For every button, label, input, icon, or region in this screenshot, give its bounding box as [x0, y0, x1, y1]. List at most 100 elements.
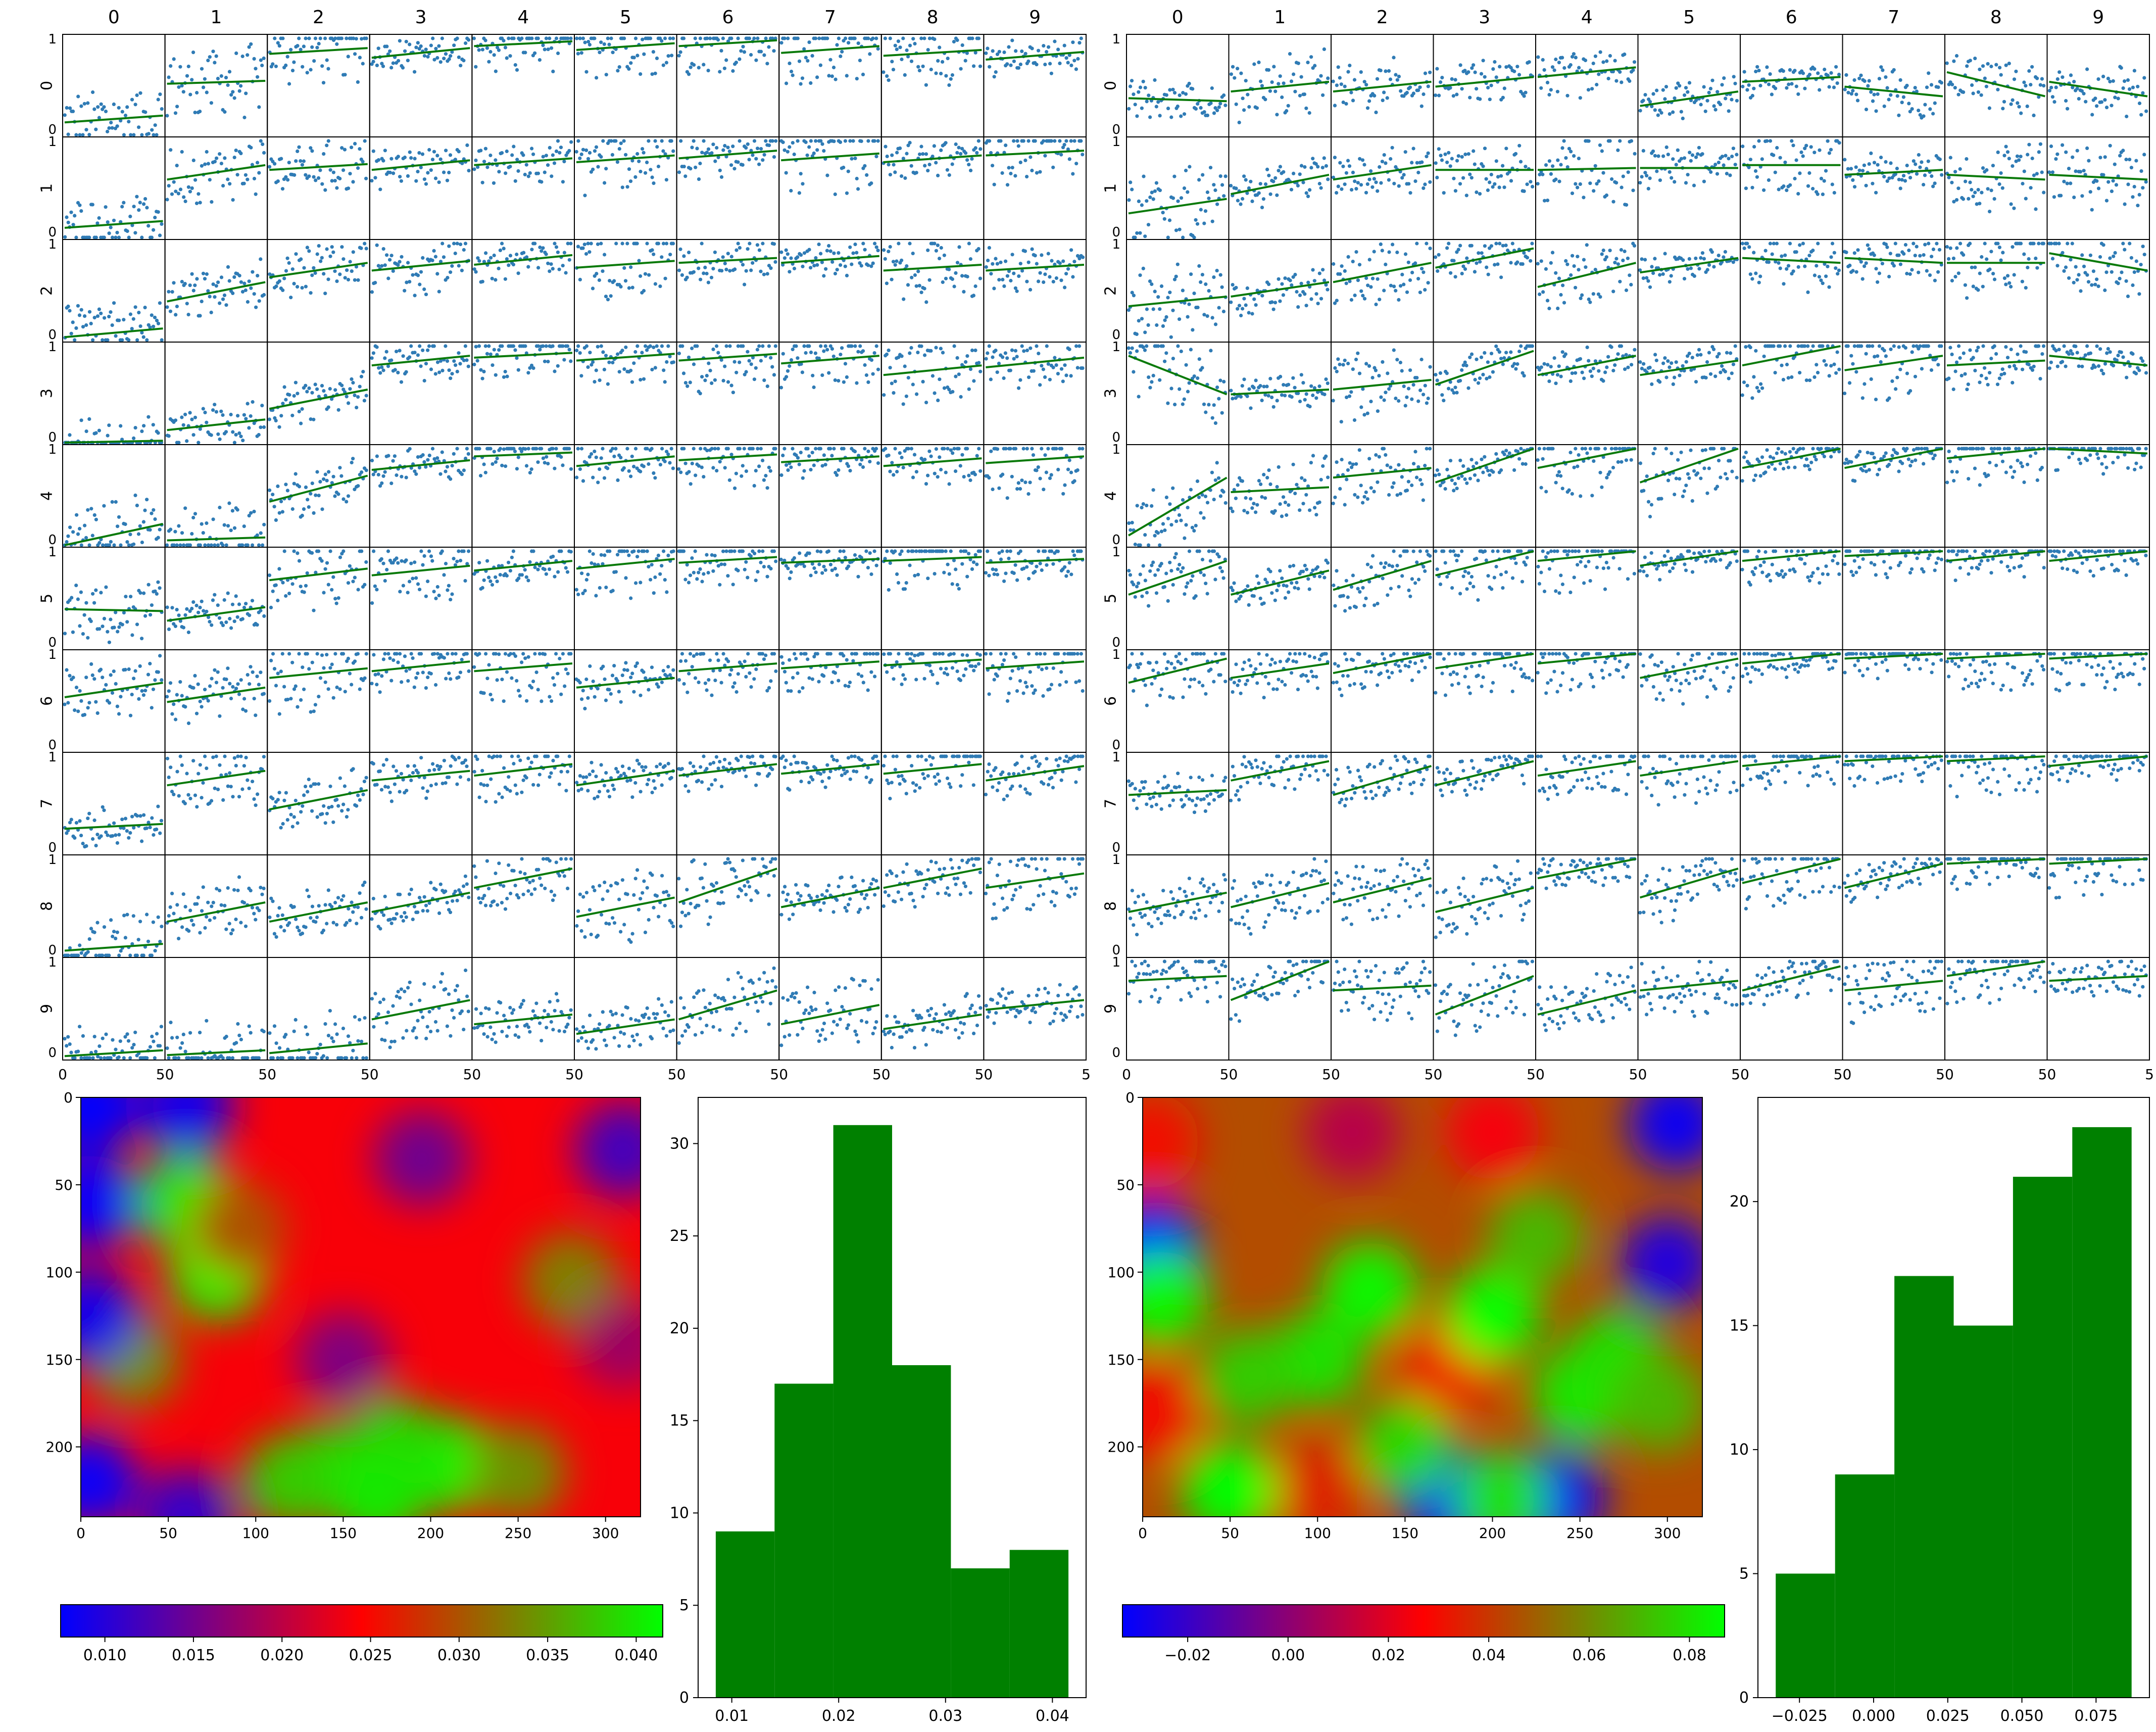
- scatter-point: [614, 570, 618, 574]
- scatter-point: [576, 344, 580, 348]
- scatter-point: [1030, 684, 1034, 688]
- scatter-point: [507, 36, 511, 40]
- scatter-point: [733, 267, 737, 271]
- scatter-point: [642, 464, 646, 468]
- scatter-point: [975, 151, 979, 155]
- scatter-point: [781, 453, 785, 458]
- scatter-point: [569, 467, 573, 471]
- scatter-point: [1069, 572, 1073, 576]
- scatter-point: [853, 156, 857, 160]
- scatter-point: [94, 700, 98, 704]
- scatter-point: [133, 493, 137, 498]
- scatter-point: [1008, 447, 1012, 451]
- scatter-point: [540, 447, 544, 451]
- scatter-point: [404, 558, 408, 562]
- scatter-point: [71, 320, 75, 324]
- scatter-point: [221, 798, 225, 802]
- scatter-point: [930, 374, 935, 378]
- column-header-label: 9: [1029, 7, 1041, 28]
- scatter-point: [639, 469, 643, 473]
- scatter-point: [984, 357, 988, 361]
- scatter-point: [754, 783, 758, 787]
- scatter-point: [799, 253, 803, 257]
- scatter-point: [534, 670, 538, 675]
- scatter-point: [842, 380, 846, 384]
- scatter-point: [386, 454, 390, 458]
- scatter-point: [406, 261, 410, 265]
- scatter-point: [668, 253, 672, 257]
- scatter-point: [78, 203, 82, 207]
- scatter-point: [594, 145, 599, 149]
- scatter-point: [1018, 262, 1022, 266]
- scatter-point: [848, 777, 852, 781]
- scatter-point: [87, 543, 91, 547]
- scatter-point: [110, 323, 114, 327]
- scatter-point: [237, 89, 241, 93]
- fit-line: [474, 40, 573, 47]
- scatter-point: [972, 668, 976, 672]
- scatter-point: [452, 242, 456, 246]
- scatter-point: [597, 278, 601, 282]
- scatter-point: [785, 463, 789, 467]
- scatter-point: [843, 684, 847, 688]
- scatter-point: [177, 613, 181, 617]
- scatter-point: [772, 242, 776, 246]
- scatter-point: [567, 348, 571, 352]
- scatter-point: [913, 573, 917, 578]
- scatter-point: [898, 45, 902, 50]
- scatter-point: [203, 410, 207, 415]
- scatter-point: [786, 252, 790, 256]
- scatter-point: [482, 578, 486, 582]
- scatter-point: [117, 515, 121, 519]
- scatter-point: [641, 147, 645, 151]
- scatter-point: [767, 264, 771, 268]
- scatter-point: [565, 769, 570, 774]
- scatter-point: [1043, 375, 1047, 379]
- fit-line: [576, 260, 675, 269]
- scatter-point: [90, 673, 94, 677]
- scatter-point: [736, 160, 740, 164]
- scatter-point: [1063, 483, 1067, 487]
- scatter-point: [962, 290, 966, 294]
- scatter-point: [457, 150, 461, 154]
- scatter-point: [370, 682, 374, 686]
- scatter-point: [1005, 62, 1009, 66]
- scatter-point: [260, 63, 264, 68]
- scatter-point: [692, 270, 696, 274]
- scatter-point: [952, 344, 956, 348]
- scatter-point: [529, 760, 533, 764]
- scatter-point: [1015, 139, 1019, 143]
- scatter-point: [198, 110, 202, 114]
- scatter-point: [112, 543, 116, 547]
- scatter-point: [361, 62, 365, 66]
- scatter-point: [541, 155, 545, 159]
- scatter-point: [1081, 689, 1085, 693]
- scatter-point: [1002, 658, 1006, 662]
- scatter-point: [984, 265, 988, 269]
- scatter-point: [214, 410, 218, 414]
- scatter-point: [590, 452, 594, 456]
- scatter-point: [268, 488, 272, 492]
- scatter-point: [683, 578, 688, 582]
- scatter-point: [871, 261, 875, 265]
- scatter-point: [819, 344, 823, 348]
- scatter-point: [1015, 355, 1019, 359]
- scatter-point: [595, 76, 599, 80]
- scatter-point: [652, 345, 656, 350]
- scatter-point: [910, 275, 914, 279]
- scatter-point: [252, 509, 256, 514]
- scatter-point: [682, 165, 686, 169]
- scatter-point: [804, 351, 808, 355]
- scatter-point: [99, 311, 103, 315]
- scatter-point: [497, 266, 501, 271]
- scatter-point: [331, 170, 336, 174]
- scatter-point: [239, 678, 243, 682]
- scatter-point: [193, 793, 198, 797]
- scatter-point: [591, 286, 595, 291]
- scatter-point: [285, 818, 289, 822]
- scatter-point: [508, 254, 513, 258]
- scatter-point: [650, 72, 654, 76]
- scatter-point: [494, 575, 498, 579]
- scatter-point: [858, 462, 862, 466]
- scatter-point: [515, 68, 519, 72]
